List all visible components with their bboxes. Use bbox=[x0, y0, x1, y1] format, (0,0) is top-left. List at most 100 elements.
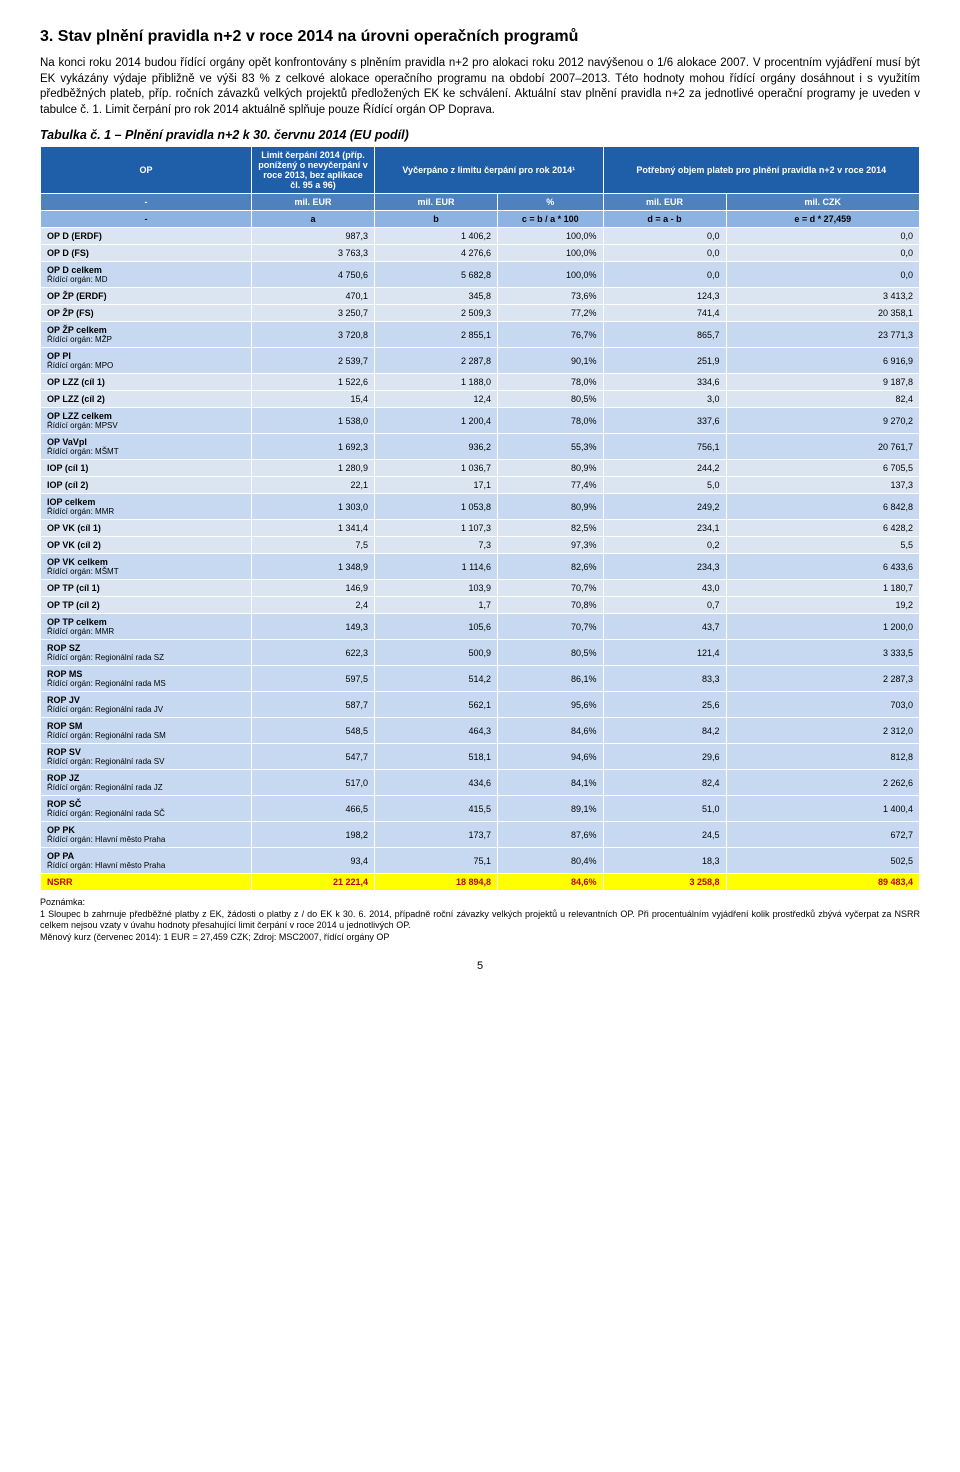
cell-c: 100,0% bbox=[498, 228, 603, 245]
cell-d: 25,6 bbox=[603, 692, 726, 718]
unit-c1: mil. EUR bbox=[251, 194, 374, 211]
footnote-block: Poznámka: 1 Sloupec b zahrnuje předběžné… bbox=[40, 897, 920, 944]
cell-c: 97,3% bbox=[498, 537, 603, 554]
footnote-2: Měnový kurz (červenec 2014): 1 EUR = 27,… bbox=[40, 932, 389, 942]
row-name: OP ŽP (ERDF) bbox=[41, 288, 252, 305]
header-row-3: - a b c = b / a * 100 d = a - b e = d * … bbox=[41, 211, 920, 228]
cell-d: 0,2 bbox=[603, 537, 726, 554]
cell-a: 93,4 bbox=[251, 848, 374, 874]
table-row: IOP celkemŘídící orgán: MMR1 303,01 053,… bbox=[41, 494, 920, 520]
cell-a: 146,9 bbox=[251, 580, 374, 597]
cell-b: 2 855,1 bbox=[375, 322, 498, 348]
cell-a: 1 341,4 bbox=[251, 520, 374, 537]
row-name: ROP JZŘídící orgán: Regionální rada JZ bbox=[41, 770, 252, 796]
formula-c3: c = b / a * 100 bbox=[498, 211, 603, 228]
table-row: OP ŽP (FS)3 250,72 509,377,2%741,420 358… bbox=[41, 305, 920, 322]
row-name: OP VK (cíl 1) bbox=[41, 520, 252, 537]
cell-a: 587,7 bbox=[251, 692, 374, 718]
cell-e: 6 428,2 bbox=[726, 520, 919, 537]
intro-paragraph: Na konci roku 2014 budou řídící orgány o… bbox=[40, 56, 920, 118]
table-row: OP TP (cíl 1)146,9103,970,7%43,01 180,7 bbox=[41, 580, 920, 597]
table-row: OP PAŘídící orgán: Hlavní město Praha93,… bbox=[41, 848, 920, 874]
cell-e: 6 842,8 bbox=[726, 494, 919, 520]
cell-c: 100,0% bbox=[498, 262, 603, 288]
formula-c2: b bbox=[375, 211, 498, 228]
cell-e: 0,0 bbox=[726, 228, 919, 245]
row-name: OP LZZ (cíl 2) bbox=[41, 391, 252, 408]
row-name: OP D celkemŘídící orgán: MD bbox=[41, 262, 252, 288]
cell-e: 6 705,5 bbox=[726, 460, 919, 477]
cell-d: 337,6 bbox=[603, 408, 726, 434]
row-name: ROP JVŘídící orgán: Regionální rada JV bbox=[41, 692, 252, 718]
row-name: OP LZZ (cíl 1) bbox=[41, 374, 252, 391]
cell-e: 2 312,0 bbox=[726, 718, 919, 744]
header-row-2: - mil. EUR mil. EUR % mil. EUR mil. CZK bbox=[41, 194, 920, 211]
unit-c3: % bbox=[498, 194, 603, 211]
cell-d: 0,0 bbox=[603, 228, 726, 245]
table-row: OP PKŘídící orgán: Hlavní město Praha198… bbox=[41, 822, 920, 848]
total-e: 89 483,4 bbox=[726, 874, 919, 891]
cell-e: 812,8 bbox=[726, 744, 919, 770]
col-potrebny: Potřebný objem plateb pro plnění pravidl… bbox=[603, 147, 919, 194]
formula-c4: d = a - b bbox=[603, 211, 726, 228]
footnote-1: 1 Sloupec b zahrnuje předběžné platby z … bbox=[40, 909, 920, 931]
formula-c1: a bbox=[251, 211, 374, 228]
table-row: OP LZZ (cíl 2)15,412,480,5%3,082,4 bbox=[41, 391, 920, 408]
cell-c: 90,1% bbox=[498, 348, 603, 374]
cell-e: 1 180,7 bbox=[726, 580, 919, 597]
cell-c: 82,6% bbox=[498, 554, 603, 580]
row-name: OP ŽP celkemŘídící orgán: MŽP bbox=[41, 322, 252, 348]
table-row: OP TP celkemŘídící orgán: MMR149,3105,67… bbox=[41, 614, 920, 640]
row-name: ROP SVŘídící orgán: Regionální rada SV bbox=[41, 744, 252, 770]
table-row: ROP JVŘídící orgán: Regionální rada JV58… bbox=[41, 692, 920, 718]
cell-a: 22,1 bbox=[251, 477, 374, 494]
cell-a: 2,4 bbox=[251, 597, 374, 614]
cell-c: 77,4% bbox=[498, 477, 603, 494]
formula-c0: - bbox=[41, 211, 252, 228]
cell-d: 84,2 bbox=[603, 718, 726, 744]
cell-b: 562,1 bbox=[375, 692, 498, 718]
cell-b: 415,5 bbox=[375, 796, 498, 822]
cell-e: 1 400,4 bbox=[726, 796, 919, 822]
cell-d: 0,7 bbox=[603, 597, 726, 614]
cell-d: 0,0 bbox=[603, 262, 726, 288]
cell-b: 500,9 bbox=[375, 640, 498, 666]
cell-a: 597,5 bbox=[251, 666, 374, 692]
row-name: OP PKŘídící orgán: Hlavní město Praha bbox=[41, 822, 252, 848]
row-name: IOP celkemŘídící orgán: MMR bbox=[41, 494, 252, 520]
cell-c: 80,9% bbox=[498, 494, 603, 520]
row-name: IOP (cíl 2) bbox=[41, 477, 252, 494]
table-row: ROP JZŘídící orgán: Regionální rada JZ51… bbox=[41, 770, 920, 796]
cell-d: 124,3 bbox=[603, 288, 726, 305]
cell-b: 12,4 bbox=[375, 391, 498, 408]
cell-d: 234,1 bbox=[603, 520, 726, 537]
cell-a: 149,3 bbox=[251, 614, 374, 640]
cell-a: 622,3 bbox=[251, 640, 374, 666]
col-vycerpano: Vyčerpáno z limitu čerpání pro rok 2014¹ bbox=[375, 147, 604, 194]
cell-a: 1 538,0 bbox=[251, 408, 374, 434]
row-name: OP D (FS) bbox=[41, 245, 252, 262]
cell-c: 70,7% bbox=[498, 580, 603, 597]
cell-b: 1 036,7 bbox=[375, 460, 498, 477]
cell-c: 84,1% bbox=[498, 770, 603, 796]
cell-d: 24,5 bbox=[603, 822, 726, 848]
row-name: ROP MSŘídící orgán: Regionální rada MS bbox=[41, 666, 252, 692]
cell-d: 756,1 bbox=[603, 434, 726, 460]
cell-b: 7,3 bbox=[375, 537, 498, 554]
table-row: OP D (ERDF)987,31 406,2100,0%0,00,0 bbox=[41, 228, 920, 245]
cell-a: 470,1 bbox=[251, 288, 374, 305]
table-row: OP VaVpIŘídící orgán: MŠMT1 692,3936,255… bbox=[41, 434, 920, 460]
cell-d: 334,6 bbox=[603, 374, 726, 391]
section-heading: 3. Stav plnění pravidla n+2 v roce 2014 … bbox=[40, 28, 920, 46]
total-d: 3 258,8 bbox=[603, 874, 726, 891]
cell-b: 2 287,8 bbox=[375, 348, 498, 374]
cell-a: 547,7 bbox=[251, 744, 374, 770]
row-name: OP LZZ celkemŘídící orgán: MPSV bbox=[41, 408, 252, 434]
row-name: OP D (ERDF) bbox=[41, 228, 252, 245]
row-name: ROP SZŘídící orgán: Regionální rada SZ bbox=[41, 640, 252, 666]
cell-c: 73,6% bbox=[498, 288, 603, 305]
table-row: OP VK (cíl 2)7,57,397,3%0,25,5 bbox=[41, 537, 920, 554]
cell-e: 6 433,6 bbox=[726, 554, 919, 580]
table-row: ROP MSŘídící orgán: Regionální rada MS59… bbox=[41, 666, 920, 692]
cell-a: 3 763,3 bbox=[251, 245, 374, 262]
